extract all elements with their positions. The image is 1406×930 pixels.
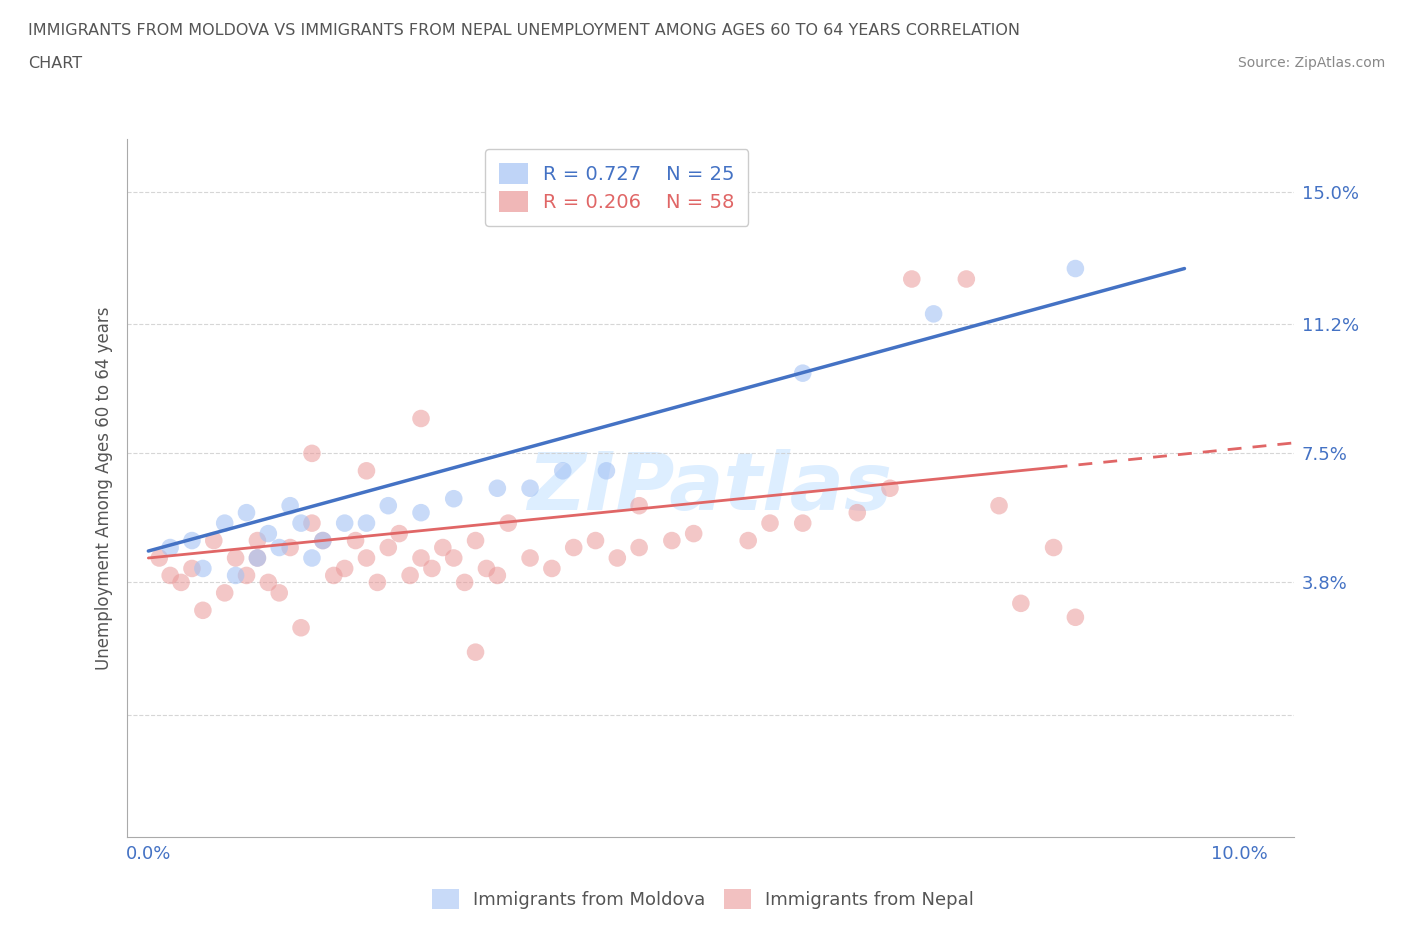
Text: IMMIGRANTS FROM MOLDOVA VS IMMIGRANTS FROM NEPAL UNEMPLOYMENT AMONG AGES 60 TO 6: IMMIGRANTS FROM MOLDOVA VS IMMIGRANTS FR… [28, 23, 1021, 38]
Point [551, 463, 574, 478]
Point [333, 561, 356, 576]
Point [181, 533, 204, 548]
Point [246, 533, 269, 548]
Point [225, 551, 247, 565]
Point [356, 463, 378, 478]
Point [759, 515, 782, 530]
Legend: R = 0.727    N = 25, R = 0.206    N = 58: R = 0.727 N = 25, R = 0.206 N = 58 [485, 149, 748, 226]
Point [246, 551, 269, 565]
Point [278, 540, 301, 555]
Point [901, 272, 924, 286]
Point [1064, 610, 1087, 625]
Point [585, 533, 607, 548]
Point [475, 561, 498, 576]
Point [519, 481, 541, 496]
Point [464, 644, 486, 659]
Point [257, 575, 280, 590]
Point [191, 603, 214, 618]
Point [1042, 540, 1064, 555]
Point [595, 463, 617, 478]
Point [333, 515, 356, 530]
Point [988, 498, 1011, 513]
Point [432, 540, 454, 555]
Text: CHART: CHART [28, 56, 82, 71]
Y-axis label: Unemployment Among Ages 60 to 64 years: Unemployment Among Ages 60 to 64 years [94, 307, 112, 670]
Point [301, 446, 323, 461]
Point [214, 586, 236, 601]
Point [443, 491, 465, 506]
Point [159, 568, 181, 583]
Point [278, 498, 301, 513]
Point [443, 551, 465, 565]
Point [388, 526, 411, 541]
Point [955, 272, 977, 286]
Point [453, 575, 475, 590]
Point [170, 575, 193, 590]
Point [290, 620, 312, 635]
Point [486, 568, 509, 583]
Point [356, 515, 378, 530]
Point [1064, 261, 1087, 276]
Point [257, 526, 280, 541]
Point [148, 551, 170, 565]
Point [541, 561, 564, 576]
Point [312, 533, 335, 548]
Point [409, 551, 432, 565]
Point [879, 481, 901, 496]
Point [737, 533, 759, 548]
Point [846, 505, 869, 520]
Point [420, 561, 443, 576]
Point [235, 505, 257, 520]
Point [214, 515, 236, 530]
Point [246, 551, 269, 565]
Point [290, 515, 312, 530]
Point [301, 515, 323, 530]
Point [377, 540, 399, 555]
Point [628, 498, 651, 513]
Point [1010, 596, 1032, 611]
Point [464, 533, 486, 548]
Point [661, 533, 683, 548]
Point [409, 505, 432, 520]
Point [682, 526, 704, 541]
Point [225, 568, 247, 583]
Point [486, 481, 509, 496]
Legend: Immigrants from Moldova, Immigrants from Nepal: Immigrants from Moldova, Immigrants from… [425, 882, 981, 916]
Point [269, 586, 291, 601]
Point [496, 515, 519, 530]
Text: Source: ZipAtlas.com: Source: ZipAtlas.com [1237, 56, 1385, 70]
Point [562, 540, 585, 555]
Point [628, 540, 651, 555]
Point [366, 575, 388, 590]
Point [409, 411, 432, 426]
Text: ZIPatlas: ZIPatlas [527, 449, 893, 527]
Point [159, 540, 181, 555]
Point [377, 498, 399, 513]
Point [312, 533, 335, 548]
Point [202, 533, 225, 548]
Point [301, 551, 323, 565]
Point [399, 568, 422, 583]
Point [269, 540, 291, 555]
Point [235, 568, 257, 583]
Point [606, 551, 628, 565]
Point [792, 515, 814, 530]
Point [344, 533, 367, 548]
Point [519, 551, 541, 565]
Point [792, 365, 814, 380]
Point [322, 568, 344, 583]
Point [181, 561, 204, 576]
Point [922, 307, 945, 322]
Point [191, 561, 214, 576]
Point [356, 551, 378, 565]
